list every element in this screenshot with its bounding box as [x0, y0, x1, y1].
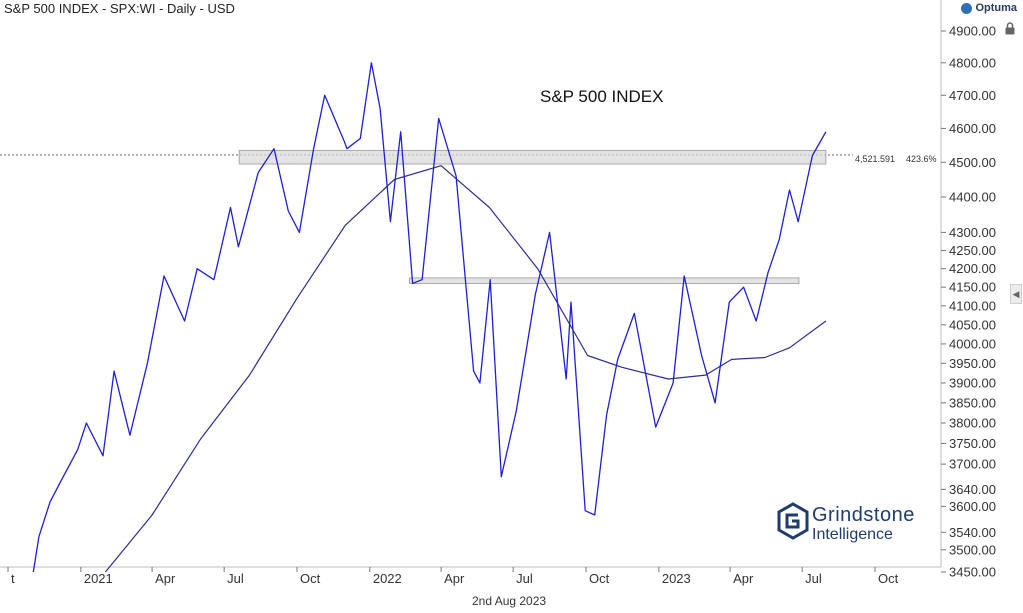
footer-date: 2nd Aug 2023	[472, 594, 547, 608]
price-tick-label: 3640.00	[949, 482, 996, 497]
price-tick-label: 4150.00	[949, 280, 996, 295]
date-tick-label: t	[11, 571, 15, 586]
price-tick-label: 3800.00	[949, 416, 996, 431]
date-tick-label: Jul	[805, 571, 822, 586]
date-tick-label: Apr	[733, 571, 754, 586]
date-tick-label: 2023	[662, 571, 691, 586]
chart-header-title: S&P 500 INDEX - SPX:WI - Daily - USD	[4, 1, 235, 16]
price-tick-label: 4800.00	[949, 55, 996, 70]
reference-pct-label: 423.6%	[906, 154, 937, 164]
price-tick-label: 4400.00	[949, 189, 996, 204]
optuma-logo-icon	[961, 2, 973, 14]
chart-title: S&P 500 INDEX	[540, 87, 663, 106]
price-tick-label: 3750.00	[949, 436, 996, 451]
date-axis: t 2021 Apr Jul Oct 2022 Apr Jul Oct 2023 Apr Jul Oct	[7, 567, 899, 586]
price-tick-label: 3540.00	[949, 525, 996, 540]
price-tick-label: 4250.00	[949, 243, 996, 258]
price-axis: 4900.00 4800.00 4700.00 4600.00 4500.00 4400.…	[941, 24, 996, 580]
price-series-line	[32, 62, 827, 573]
date-tick-label: 2021	[84, 571, 113, 586]
price-tick-label: 3600.00	[949, 499, 996, 514]
price-tick-label: 4100.00	[949, 298, 996, 313]
price-tick-label: 4700.00	[949, 88, 996, 103]
price-tick-label: 3500.00	[949, 542, 996, 557]
date-tick-label: Jul	[516, 571, 533, 586]
watermark: Grindstone Intelligence	[776, 500, 936, 550]
date-tick-label: Oct	[878, 571, 899, 586]
watermark-line2: Intelligence	[812, 526, 893, 543]
support-resistance-band-1	[238, 149, 827, 165]
date-tick-label: Oct	[589, 571, 610, 586]
price-tick-label: 4900.00	[949, 24, 996, 39]
support-resistance-band-2	[409, 277, 800, 284]
grindstone-logo-icon	[777, 502, 809, 540]
date-tick-label: Jul	[227, 571, 244, 586]
price-tick-label: 4000.00	[949, 336, 996, 351]
price-tick-label: 4300.00	[949, 225, 996, 240]
price-tick-label: 4050.00	[949, 317, 996, 332]
brand: Optuma	[961, 2, 1017, 14]
date-tick-label: Apr	[444, 571, 465, 586]
price-tick-label: 3700.00	[949, 457, 996, 472]
price-tick-label: 4500.00	[949, 155, 996, 170]
date-tick-label: Apr	[155, 571, 176, 586]
moving-average-layer	[104, 165, 827, 573]
price-tick-label: 4200.00	[949, 261, 996, 276]
price-series-layer	[32, 62, 827, 573]
price-tick-label: 3450.00	[949, 565, 996, 580]
price-tick-label: 3850.00	[949, 395, 996, 410]
price-tick-label: 3900.00	[949, 375, 996, 390]
reference-value-label: 4,521.591	[855, 154, 895, 164]
band-layer	[238, 149, 827, 284]
price-tick-label: 4600.00	[949, 121, 996, 136]
brand-name: Optuma	[975, 2, 1017, 14]
date-tick-label: Oct	[300, 571, 321, 586]
date-tick-label: 2022	[373, 571, 402, 586]
watermark-line1: Grindstone	[812, 504, 915, 526]
collapse-panel-chevron-icon[interactable]: ◀	[1010, 284, 1022, 304]
lock-icon[interactable]	[1004, 22, 1016, 35]
moving-average-line	[104, 165, 827, 573]
price-tick-label: 3950.00	[949, 356, 996, 371]
